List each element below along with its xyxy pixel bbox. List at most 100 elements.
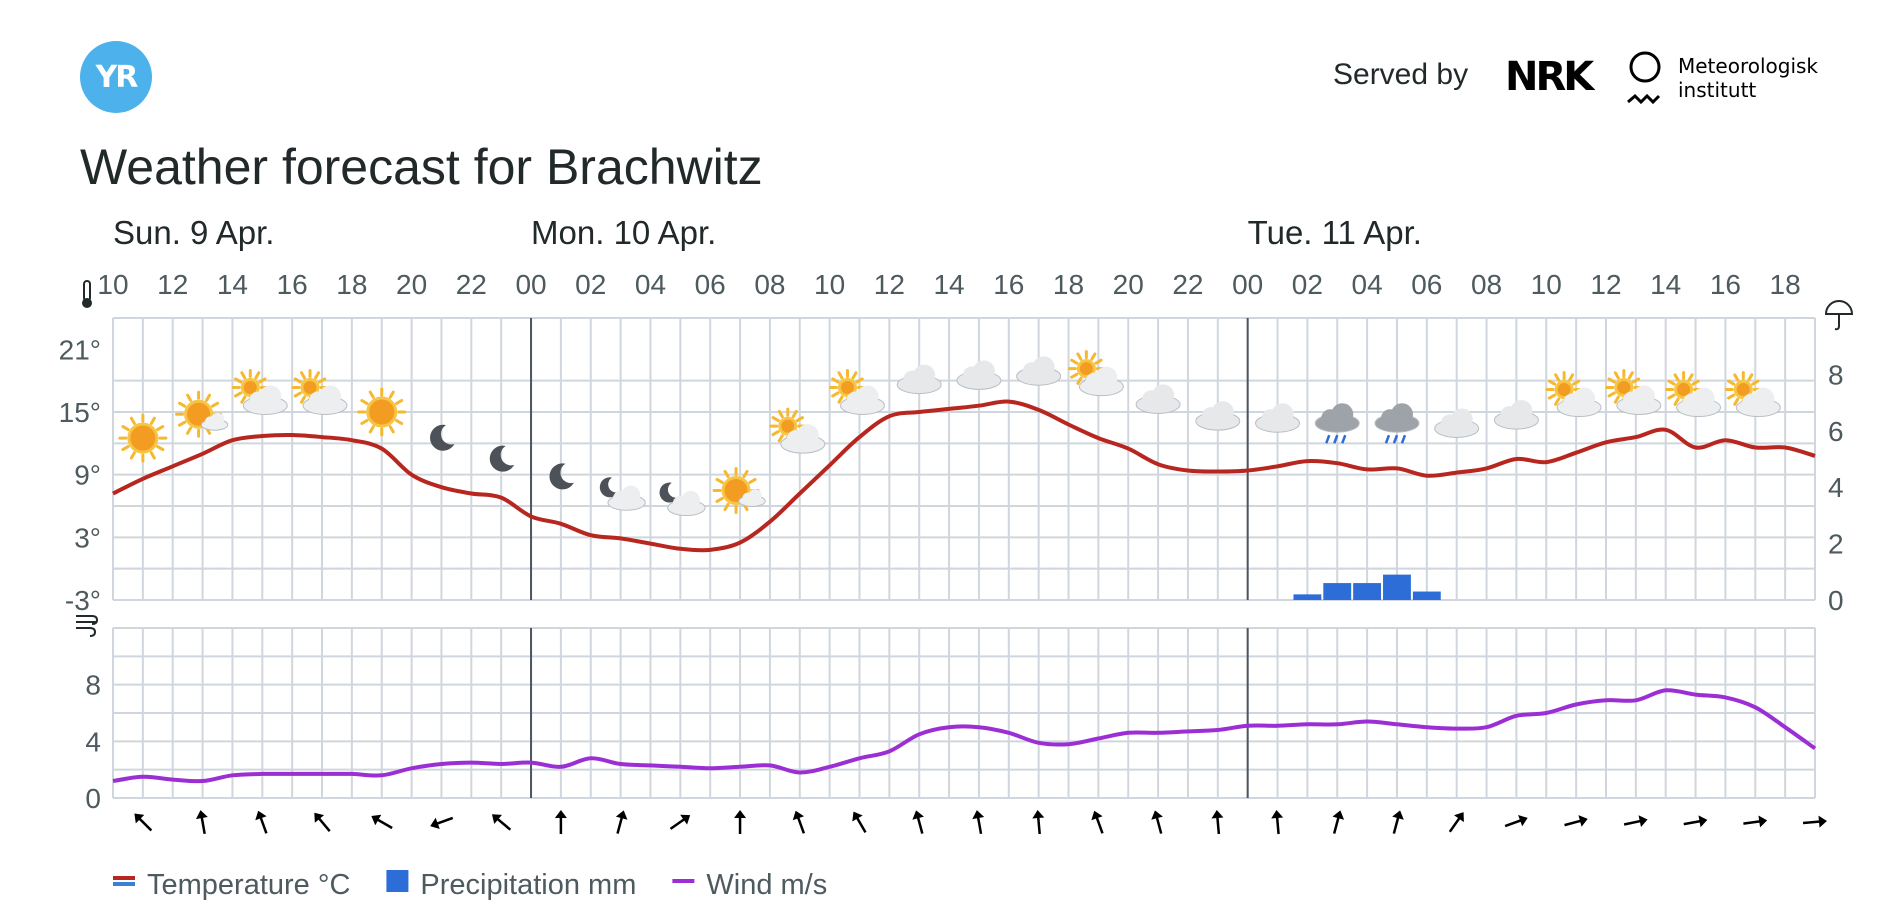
cloudy-icon [956, 360, 1002, 390]
clear-sky-night-icon [489, 445, 515, 472]
wind-direction-arrow [1211, 810, 1224, 835]
hour-tick-label: 14 [933, 269, 964, 300]
cloud-puff [681, 490, 700, 510]
clear-sky-night-icon [549, 463, 574, 490]
hour-tick-label: 12 [874, 269, 905, 300]
day-label: Sun. 9 Apr. [113, 214, 274, 251]
sun-ray [1547, 379, 1557, 386]
wind-icon [76, 615, 99, 637]
sun-disc [127, 422, 159, 454]
sun-ray [129, 416, 136, 425]
hour-tick-label: 16 [993, 269, 1024, 300]
sun-shape [1724, 371, 1762, 409]
sun-ray [1070, 372, 1079, 379]
sun-disc [1614, 377, 1634, 397]
sun-ray [771, 416, 780, 423]
cloud-puff [1271, 403, 1294, 426]
wind-direction-arrow [792, 810, 806, 834]
sun-ray [1572, 379, 1581, 386]
cloud-puff [1510, 400, 1533, 423]
wind-direction-arrow [972, 810, 985, 835]
sun-ray [368, 390, 375, 399]
cloud-shape [1255, 403, 1301, 433]
sun-disc [366, 396, 398, 428]
cloudy-icon [1135, 384, 1181, 414]
yr-logo[interactable]: YR [80, 41, 152, 113]
moon-shape [549, 463, 574, 490]
wind-direction-arrow [1743, 815, 1768, 828]
hour-tick-label: 00 [515, 269, 546, 300]
nrk-logo[interactable]: NRK [1505, 54, 1594, 100]
day-label: Mon. 10 Apr. [531, 214, 716, 251]
temperature-axis-label: 9° [74, 460, 101, 491]
sun-ray [186, 426, 193, 435]
sun-ray [723, 502, 730, 512]
yr-logo-text: YR [95, 59, 139, 95]
sun-ray [1547, 393, 1557, 400]
page-title: Weather forecast for Brachwitz [80, 139, 763, 195]
wind-direction-arrow [134, 813, 153, 832]
arrow-head [912, 810, 924, 820]
wind-direction-arrows [134, 810, 1827, 835]
precipitation-bars [1293, 574, 1441, 600]
temperature-line [112, 399, 1816, 553]
sun-ray [368, 425, 375, 434]
legend-label: Temperature °C [147, 869, 350, 901]
cloud-shape [1078, 366, 1124, 397]
sun-ray [258, 377, 267, 384]
sun-ray [777, 434, 784, 443]
precipitation-bar [1383, 574, 1411, 600]
arrow-head [1454, 812, 1464, 823]
sun-ray [234, 377, 243, 384]
legend-label: Precipitation mm [420, 869, 636, 901]
sun-ray [1667, 393, 1676, 400]
wind-direction-arrow [1151, 810, 1163, 834]
cloud-puff [1573, 387, 1596, 410]
sun-ray [1687, 373, 1694, 382]
sun-ray [121, 445, 130, 452]
hour-tick-label: 20 [396, 269, 427, 300]
wind-direction-arrow [1332, 810, 1345, 834]
hour-tick-label: 10 [814, 269, 845, 300]
wind-icon-lines [76, 615, 99, 637]
thermometer-icon [82, 280, 92, 308]
rain-icon [1314, 403, 1360, 444]
sun-ray [1613, 395, 1620, 404]
sun-ray [388, 390, 395, 399]
sun-ray [1070, 358, 1079, 365]
cloud-shape [956, 360, 1002, 390]
sun-ray [293, 391, 302, 398]
sun-ray [771, 430, 780, 437]
served-by-label: Served by [1333, 58, 1469, 91]
cloudy-icon [1195, 401, 1241, 431]
sun-ray [394, 419, 404, 425]
hour-tick-label: 14 [1650, 269, 1681, 300]
cloud-shape [1195, 401, 1241, 431]
met-institute-logo-text[interactable]: Meteorologisk institutt [1678, 54, 1819, 102]
arrow-head [314, 812, 325, 823]
cloud-puff [856, 385, 879, 408]
sun-ray [318, 377, 327, 384]
sun-ray [831, 391, 840, 398]
sun-ray [210, 401, 220, 408]
wind-direction-arrow [1091, 810, 1104, 834]
cloud-puff [1390, 403, 1413, 426]
hour-tick-label: 18 [1053, 269, 1084, 300]
hour-tick-label: 06 [695, 269, 726, 300]
wind-direction-arrow [1392, 810, 1404, 834]
sun-ray [1568, 373, 1575, 382]
cloud-shape [200, 412, 229, 431]
arrow-head [1332, 810, 1345, 820]
day-labels: Sun. 9 Apr. Mon. 10 Apr. Tue. 11 Apr. [113, 214, 1422, 251]
cloud-shape [1314, 403, 1360, 433]
cloud-shape [302, 385, 348, 415]
precipitation-axis-label: 2 [1828, 529, 1844, 560]
cloud-shape [839, 385, 885, 415]
sun-ray [851, 371, 858, 380]
wind-direction-arrow [491, 814, 512, 831]
cloud-puff [1032, 356, 1055, 379]
hour-tick-label: 10 [97, 269, 128, 300]
cloud-puff [1211, 401, 1234, 424]
cloudy-icon [1016, 356, 1062, 386]
arrow-head [1211, 810, 1224, 819]
